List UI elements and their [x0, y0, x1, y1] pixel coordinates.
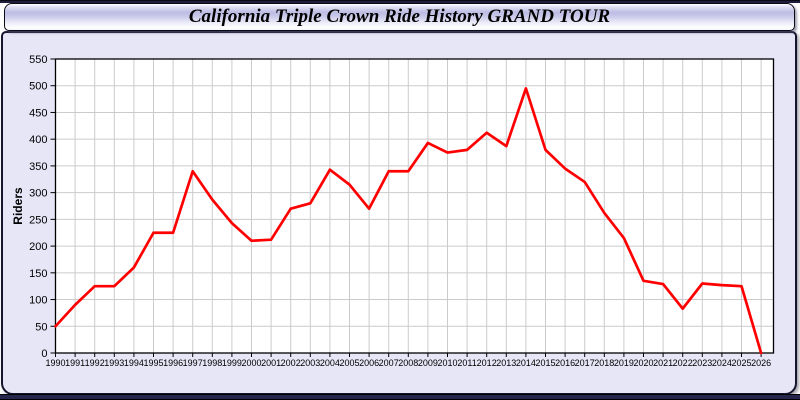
x-tick-label: 2010 — [437, 358, 457, 368]
x-tick-label: 2009 — [418, 358, 438, 368]
x-tick-label: 2001 — [261, 358, 281, 368]
x-tick-label: 2024 — [712, 358, 732, 368]
x-tick-label: 2014 — [516, 358, 536, 368]
riders-line — [54, 87, 763, 355]
x-tick-label: 1991 — [65, 358, 85, 368]
x-tick-label: 2003 — [300, 358, 320, 368]
x-tick-label: 1993 — [104, 358, 124, 368]
x-tick-label: 2006 — [359, 358, 379, 368]
x-tick-label: 2005 — [339, 358, 359, 368]
bottom-window-edge — [0, 394, 800, 400]
x-tick-label: 1999 — [222, 358, 242, 368]
y-tick-label: 100 — [29, 295, 47, 307]
gridlines — [55, 59, 774, 353]
x-tick-label: 2008 — [398, 358, 418, 368]
y-tick-label: 50 — [35, 321, 47, 333]
x-tick-label: 1994 — [124, 358, 144, 368]
x-tick-label: 2004 — [320, 358, 340, 368]
x-tick-label: 2020 — [633, 358, 653, 368]
x-tick-label: 2021 — [653, 358, 673, 368]
y-tick-label: 450 — [29, 107, 47, 119]
x-tick-label: 2011 — [457, 358, 476, 368]
x-tick-label: 2018 — [594, 358, 614, 368]
plot-area — [55, 59, 774, 353]
x-axis-labels: 1990 1991 1992 1993 1994 1995 1996 1997 1998 1999… — [45, 353, 771, 368]
x-tick-label: 1998 — [202, 358, 222, 368]
page-title: California Triple Crown Ride History GRA… — [188, 6, 611, 27]
x-tick-label: 1990 — [45, 358, 65, 368]
y-tick-label: 550 — [29, 54, 47, 66]
y-tick-label: 250 — [29, 214, 47, 226]
x-tick-label: 2002 — [281, 358, 301, 368]
y-tick-label: 300 — [29, 188, 47, 200]
x-tick-label: 2019 — [614, 358, 634, 368]
y-tick-label: 400 — [29, 134, 47, 146]
plot-frame — [54, 58, 775, 354]
y-tick-label: 200 — [29, 241, 47, 253]
x-tick-label: 2023 — [692, 358, 712, 368]
x-tick-label: 1995 — [143, 358, 163, 368]
y-tick-label: 500 — [29, 81, 47, 93]
x-tick-label: 2012 — [477, 358, 497, 368]
x-tick-label: 1992 — [85, 358, 105, 368]
x-tick-label: 2016 — [555, 358, 575, 368]
y-axis-labels: 0 50 100 150 200 250 300 350 400 450 500 550 — [29, 54, 56, 360]
title-bar: California Triple Crown Ride History GRA… — [4, 3, 795, 31]
x-tick-label: 1997 — [183, 358, 203, 368]
x-tick-label: 2017 — [575, 358, 595, 368]
y-tick-label: 350 — [29, 161, 47, 173]
x-tick-label: 2015 — [535, 358, 555, 368]
x-tick-label: 2026 — [751, 358, 771, 368]
x-tick-label: 2025 — [731, 358, 751, 368]
top-window-edge — [0, 0, 800, 3]
x-tick-label: 2000 — [241, 358, 261, 368]
x-tick-label: 2007 — [379, 358, 399, 368]
x-tick-label: 2013 — [496, 358, 516, 368]
y-tick-label: 150 — [29, 268, 47, 280]
x-tick-label: 2022 — [673, 358, 693, 368]
y-tick-label: 0 — [41, 348, 47, 360]
x-tick-label: 1996 — [163, 358, 183, 368]
y-axis-title: Riders — [11, 187, 25, 225]
